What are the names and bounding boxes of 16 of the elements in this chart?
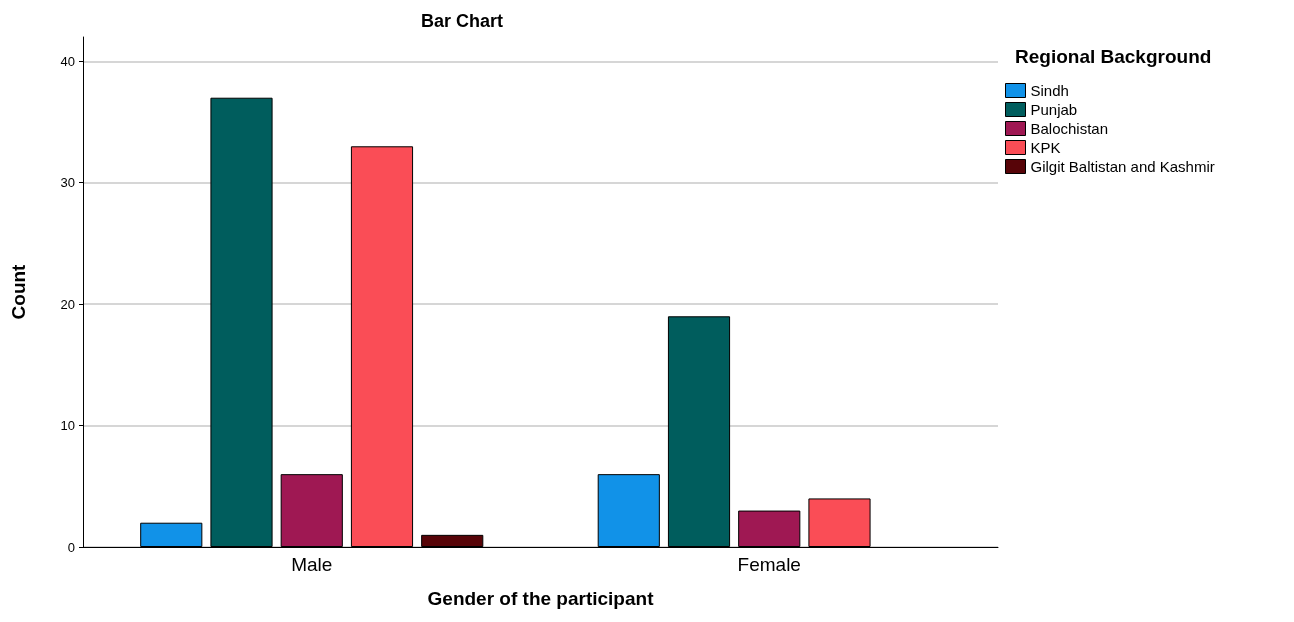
x-tick-label: Female: [737, 554, 801, 575]
y-tick-label: 40: [60, 53, 75, 69]
y-axis-title: Count: [8, 263, 29, 320]
chart-title: Bar Chart: [421, 11, 504, 31]
legend-label: KPK: [1030, 139, 1061, 156]
y-tick-label: 0: [67, 539, 75, 555]
legend-title: Regional Background: [1015, 46, 1212, 67]
y-tick-label: 30: [60, 175, 75, 191]
x-axis-title: Gender of the participant: [427, 588, 655, 609]
x-tick-label: Male: [291, 554, 333, 575]
y-tick-label: 10: [60, 418, 75, 434]
legend-label: Gilgit Baltistan and Kashmir: [1030, 158, 1215, 175]
legend-label: Punjab: [1030, 101, 1078, 118]
legend-label: Balochistan: [1030, 120, 1109, 137]
legend-label: Sindh: [1030, 82, 1069, 99]
y-tick-label: 20: [60, 296, 75, 312]
